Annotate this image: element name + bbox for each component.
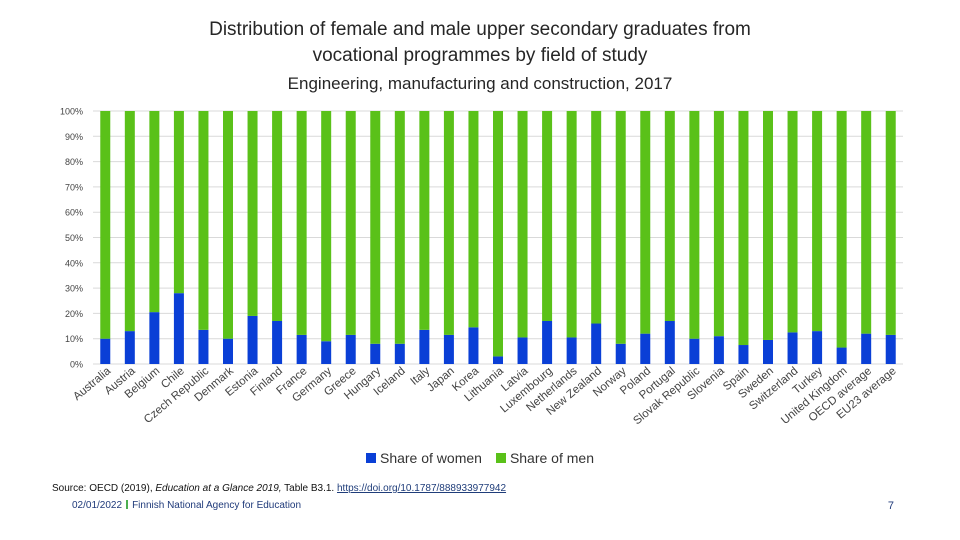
bar-men <box>173 111 184 294</box>
legend-label-men: Share of men <box>509 450 594 466</box>
bar-women <box>812 331 823 364</box>
bar-men <box>443 111 454 335</box>
y-tick-label: 90% <box>65 132 83 142</box>
bar-women <box>321 341 332 364</box>
footer-org: Finnish National Agency for Education <box>132 500 302 511</box>
x-tick-label: Japan <box>425 365 457 394</box>
footer-separator <box>126 500 129 509</box>
source-prefix: Source: OECD (2019), <box>52 483 156 494</box>
bar-women <box>763 339 773 364</box>
bar-women <box>713 336 724 364</box>
bar-men <box>223 111 233 339</box>
footer-date: 02/01/2022 <box>72 500 123 511</box>
bar-women <box>493 356 503 364</box>
bar-men <box>394 111 405 344</box>
legend-item-women: Share of women <box>365 450 482 466</box>
bar-men <box>149 111 160 313</box>
bar-women <box>861 333 872 364</box>
bar-women <box>542 320 553 364</box>
y-tick-label: 60% <box>65 208 83 218</box>
bar-men <box>664 111 675 321</box>
source-publication: Education at a Glance 2019, <box>155 483 282 494</box>
bar-women <box>345 334 356 364</box>
chart-legend: Share of women Share of men <box>0 450 960 466</box>
bar-women <box>272 320 283 364</box>
bar-women <box>173 293 184 364</box>
bar-men <box>247 111 258 316</box>
bar-women <box>419 329 430 364</box>
bar-women <box>615 343 626 364</box>
bar-women <box>100 338 111 364</box>
bar-women <box>198 329 209 364</box>
bar-men <box>542 111 553 321</box>
bar-men <box>345 111 356 335</box>
bar-men <box>100 111 111 339</box>
bar-men <box>198 111 209 330</box>
bar-men <box>689 111 700 339</box>
bar-men <box>370 111 381 344</box>
bar-men <box>566 111 577 338</box>
bar-women <box>370 343 381 364</box>
legend-item-men: Share of men <box>495 450 594 466</box>
legend-swatch-women <box>365 453 376 463</box>
bar-women <box>149 312 160 364</box>
y-tick-label: 80% <box>65 157 83 167</box>
legend-label-women: Share of women <box>379 450 482 466</box>
y-tick-label: 20% <box>65 309 83 319</box>
stacked-bar-chart: 0%10%20%30%40%50%60%70%80%90%100%Austral… <box>60 107 903 427</box>
bar-men <box>615 111 626 344</box>
bar-men <box>296 111 307 335</box>
y-tick-label: 100% <box>60 107 83 117</box>
bar-women <box>664 320 675 364</box>
bar-women <box>296 334 307 364</box>
bar-men <box>517 111 528 338</box>
bar-women <box>517 337 528 364</box>
bar-men <box>493 111 503 357</box>
bar-women <box>591 323 602 364</box>
bar-men <box>812 111 823 332</box>
source-table: Table B3.1. <box>281 483 337 494</box>
bar-men <box>124 111 135 332</box>
bar-women <box>836 347 847 364</box>
bar-women <box>223 338 233 364</box>
y-tick-label: 30% <box>65 284 83 294</box>
bar-men <box>885 111 896 335</box>
bar-men <box>640 111 651 334</box>
bar-men <box>419 111 430 330</box>
y-tick-label: 50% <box>65 233 83 243</box>
bar-men <box>836 111 847 348</box>
y-tick-label: 70% <box>65 182 83 192</box>
bar-men <box>713 111 724 337</box>
bar-women <box>443 334 454 364</box>
bar-women <box>640 333 651 364</box>
y-tick-label: 40% <box>65 258 83 268</box>
bar-men <box>861 111 872 334</box>
bar-women <box>247 315 258 364</box>
chart-title-line-1: Distribution of female and male upper se… <box>209 19 751 40</box>
bar-men <box>763 111 773 340</box>
bar-men <box>272 111 283 321</box>
bar-women <box>468 327 479 364</box>
bar-men <box>321 111 332 342</box>
bar-women <box>787 332 798 364</box>
y-tick-label: 0% <box>70 360 83 370</box>
bar-women <box>566 337 577 364</box>
bar-men <box>738 111 749 346</box>
source-note: Source: OECD (2019), Education at a Glan… <box>52 483 506 494</box>
legend-swatch-men <box>495 453 506 463</box>
bar-women <box>738 345 749 364</box>
bar-women <box>124 331 135 364</box>
chart-title-line-2: vocational programmes by field of study <box>312 45 648 66</box>
bar-men <box>787 111 798 333</box>
source-link[interactable]: https://doi.org/10.1787/888933977942 <box>337 483 507 494</box>
bar-women <box>689 338 700 364</box>
y-tick-label: 10% <box>65 334 83 344</box>
bar-men <box>468 111 479 328</box>
bar-women <box>885 334 896 364</box>
chart-subtitle: Engineering, manufacturing and construct… <box>287 74 673 93</box>
footer: 02/01/2022 Finnish National Agency for Ed… <box>72 500 301 511</box>
bar-men <box>591 111 602 324</box>
page-number: 7 <box>887 500 894 512</box>
bar-women <box>394 343 405 364</box>
